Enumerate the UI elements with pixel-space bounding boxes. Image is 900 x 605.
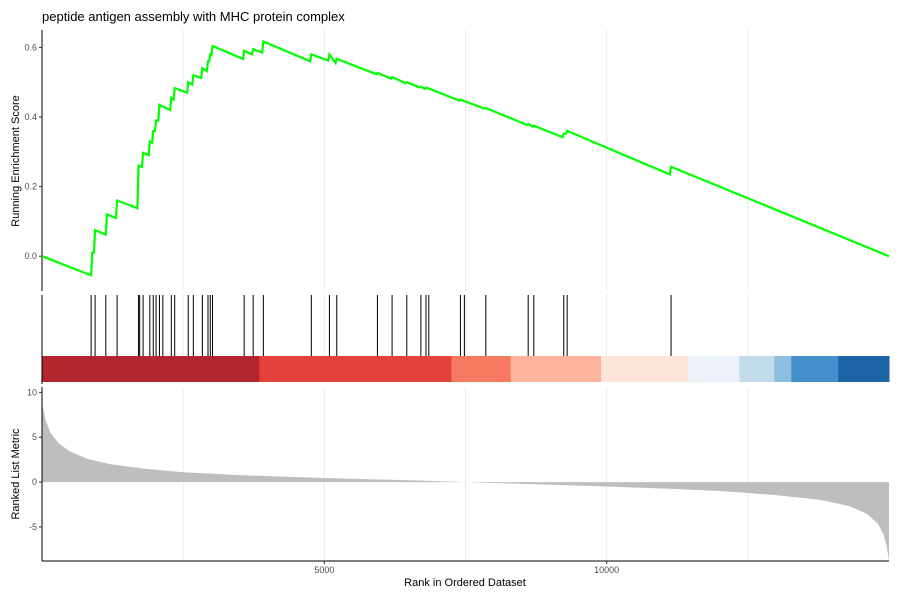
y-tick-label: 0.0 — [24, 251, 37, 261]
y-tick-label: 0.2 — [24, 182, 37, 192]
color-band — [791, 356, 839, 382]
rank-color-bar — [42, 356, 890, 382]
ranked-axis — [41, 387, 889, 562]
enrichment-grid — [182, 30, 749, 291]
color-band — [259, 356, 452, 382]
y-tick-label: 10 — [27, 387, 37, 397]
color-band — [774, 356, 792, 382]
ranked-grid — [182, 387, 749, 561]
color-band — [688, 356, 740, 382]
ranked-y-label: Ranked List Metric — [10, 428, 22, 520]
y-tick-label: 0.6 — [24, 42, 37, 52]
y-tick-label: 0 — [32, 477, 37, 487]
enrichment-y-ticks: 0.0 0.2 0.4 0.6 — [24, 42, 42, 261]
color-band — [739, 356, 775, 382]
x-tick-label: 5000 — [314, 565, 334, 575]
x-tick-label: 10000 — [594, 565, 619, 575]
color-band — [451, 356, 512, 382]
y-tick-label: 5 — [32, 432, 37, 442]
color-band — [42, 356, 260, 382]
x-axis-label: Rank in Ordered Dataset — [404, 577, 526, 589]
y-tick-label: 0.4 — [24, 112, 37, 122]
hit-grid — [182, 295, 749, 356]
chart-title: peptide antigen assembly with MHC protei… — [42, 9, 345, 24]
ranked-y-ticks: 10 5 0 -5 — [27, 387, 42, 532]
x-axis-ticks: 5000 10000 — [314, 561, 619, 575]
ranked-metric-area — [42, 403, 889, 561]
gene-hit-marks — [90, 295, 672, 356]
y-tick-label: -5 — [29, 522, 37, 532]
color-band — [601, 356, 690, 382]
running-enrichment-line — [41, 39, 890, 277]
enrichment-y-label: Running Enrichment Score — [10, 95, 22, 226]
color-band — [838, 356, 890, 382]
color-band — [510, 356, 602, 382]
